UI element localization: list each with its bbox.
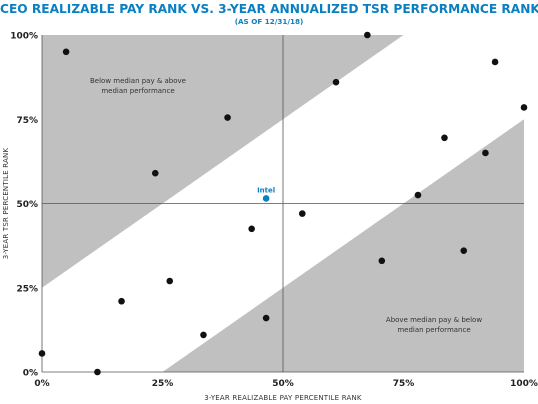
data-point [441, 134, 448, 142]
y-tick-label: 100% [10, 32, 38, 42]
labels-layer: Below median pay & above median performan… [90, 77, 482, 334]
data-point [166, 277, 174, 285]
chart-title: CEO REALIZABLE PAY RANK VS. 3-YEAR ANNUA… [0, 2, 538, 16]
intel-point [262, 195, 270, 202]
data-point [38, 350, 46, 357]
chart-subtitle: (AS OF 12/31/18) [234, 17, 304, 26]
y-tick-label: 75% [16, 116, 38, 126]
data-point [94, 368, 101, 376]
data-point [248, 225, 255, 233]
y-axis-label: 3-YEAR TSR PERCENTILE RANK [2, 148, 10, 260]
y-tick-label: 25% [16, 284, 38, 294]
upper-region-band [42, 35, 404, 288]
data-point [364, 31, 371, 39]
data-point [414, 191, 422, 199]
upper-region-label-line: Below median pay & above [90, 77, 186, 85]
y-tick-label: 50% [16, 200, 38, 210]
x-tick-label: 75% [393, 379, 415, 389]
lower-region-label-line: median performance [397, 326, 470, 334]
y-tick-label: 0% [23, 369, 38, 379]
data-point [378, 257, 386, 265]
intel-point-label: Intel [257, 186, 275, 194]
data-point [491, 58, 499, 66]
lower-region-label-line: Above median pay & below [386, 316, 482, 324]
upper-region-label: Below median pay & above median performan… [90, 77, 186, 95]
data-point [482, 149, 489, 157]
data-point [298, 210, 306, 217]
lower-region-label: Above median pay & below median performan… [386, 316, 482, 334]
data-point [200, 331, 207, 339]
data-point [151, 169, 159, 177]
data-point [460, 247, 468, 254]
axes-layer: 0% 25% 50% 75% 100% 0% 25% 50% 75% 100% [10, 32, 538, 390]
data-point [332, 78, 340, 86]
data-point [62, 48, 70, 56]
data-point [224, 114, 231, 121]
upper-region-label-line: median performance [101, 87, 174, 95]
x-tick-label: 100% [510, 379, 538, 389]
x-tick-label: 0% [34, 379, 49, 389]
x-tick-label: 25% [152, 379, 174, 389]
x-tick-label: 50% [272, 379, 294, 389]
points-layer [38, 31, 528, 376]
data-point [520, 104, 528, 111]
x-axis-label: 3-YEAR REALIZABLE PAY PERCENTILE RANK [204, 394, 362, 402]
data-point [262, 314, 270, 322]
data-point [118, 297, 125, 305]
regions-layer [42, 35, 524, 372]
lower-region-band [162, 119, 524, 372]
